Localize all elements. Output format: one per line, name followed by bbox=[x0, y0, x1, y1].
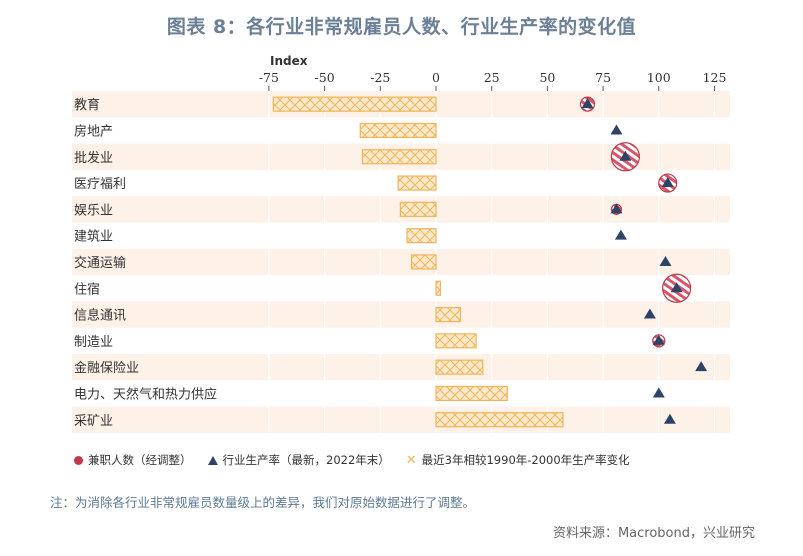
productivity-triangle bbox=[659, 255, 672, 266]
productivity-change-bar bbox=[272, 96, 437, 112]
productivity-triangle bbox=[614, 229, 627, 240]
productivity-triangle bbox=[670, 282, 683, 293]
productivity-triangle bbox=[610, 203, 623, 214]
productivity-triangle bbox=[695, 361, 708, 372]
productivity-change-bar bbox=[435, 306, 462, 323]
axis-label: Index bbox=[270, 54, 308, 68]
productivity-change-bar bbox=[435, 359, 484, 375]
triangle-icon bbox=[207, 455, 218, 465]
category-label: 住宿 bbox=[74, 281, 100, 297]
legend: 兼职人数（经调整） 行业生产率（最新，2022年末） ✕ 最近3年相较1990年… bbox=[74, 452, 630, 468]
legend-label: 最近3年相较1990年-2000年生产率变化 bbox=[421, 453, 630, 467]
productivity-triangle bbox=[610, 124, 623, 135]
productivity-change-bar bbox=[399, 201, 437, 217]
productivity-triangle bbox=[643, 308, 656, 319]
tick-label: -75 bbox=[259, 70, 279, 85]
red-circle-icon bbox=[74, 455, 83, 465]
tick-label: -25 bbox=[370, 70, 390, 85]
tick-label: -50 bbox=[315, 70, 335, 85]
category-label: 信息通讯 bbox=[74, 308, 126, 324]
category-label: 电力、天然气和热力供应 bbox=[74, 386, 217, 402]
category-label: 房地产 bbox=[74, 123, 113, 139]
source-credit: 资料来源：Macrobond，兴业研究 bbox=[552, 526, 755, 541]
crosshatch-icon: ✕ bbox=[405, 452, 417, 468]
tick-label: 100 bbox=[647, 70, 671, 85]
category-label: 采矿业 bbox=[74, 414, 113, 429]
legend-item-productivity-change: ✕ 最近3年相较1990年-2000年生产率变化 bbox=[406, 452, 630, 468]
legend-item-productivity: 行业生产率（最新，2022年末） bbox=[207, 452, 390, 468]
chart-title: 图表 8：各行业非常规雇员人数、行业生产率的变化值 bbox=[166, 16, 637, 38]
legend-item-part-time: 兼职人数（经调整） bbox=[74, 452, 192, 468]
category-label: 教育 bbox=[74, 97, 100, 113]
productivity-triangle bbox=[652, 334, 665, 345]
productivity-triangle bbox=[652, 387, 665, 398]
productivity-change-bar bbox=[435, 412, 564, 428]
legend-label: 兼职人数（经调整） bbox=[88, 453, 192, 467]
productivity-change-bar bbox=[406, 228, 437, 244]
row-band bbox=[72, 354, 730, 381]
category-label: 娱乐业 bbox=[74, 203, 113, 218]
tick-label: 75 bbox=[595, 70, 611, 85]
productivity-change-bar bbox=[410, 254, 437, 270]
tick-label: 0 bbox=[432, 70, 440, 85]
productivity-change-bar bbox=[397, 175, 437, 191]
legend-label: 行业生产率（最新，2022年末） bbox=[222, 453, 390, 467]
category-label: 制造业 bbox=[74, 335, 113, 350]
productivity-change-bar bbox=[435, 280, 442, 296]
row-band bbox=[72, 406, 730, 433]
category-label: 金融保险业 bbox=[74, 360, 139, 376]
productivity-change-bar bbox=[359, 122, 437, 139]
productivity-triangle bbox=[663, 413, 676, 424]
footnote: 注：为消除各行业非常规雇员数量级上的差异，我们对原始数据进行了调整。 bbox=[50, 495, 476, 510]
productivity-change-bar bbox=[435, 333, 477, 349]
productivity-change-bar bbox=[435, 385, 508, 402]
tick-label: 50 bbox=[539, 70, 555, 85]
tick-label: 25 bbox=[484, 70, 500, 85]
category-label: 医疗福利 bbox=[74, 177, 126, 192]
productivity-triangle bbox=[619, 150, 632, 161]
productivity-triangle bbox=[581, 98, 594, 109]
tick-label: 125 bbox=[703, 70, 727, 85]
category-label: 建筑业 bbox=[74, 229, 113, 245]
productivity-change-bar bbox=[361, 149, 437, 165]
productivity-triangle bbox=[661, 177, 674, 188]
row-band bbox=[72, 248, 730, 276]
row-band bbox=[72, 301, 730, 328]
category-label: 交通运输 bbox=[74, 255, 126, 271]
category-label: 批发业 bbox=[74, 150, 113, 166]
